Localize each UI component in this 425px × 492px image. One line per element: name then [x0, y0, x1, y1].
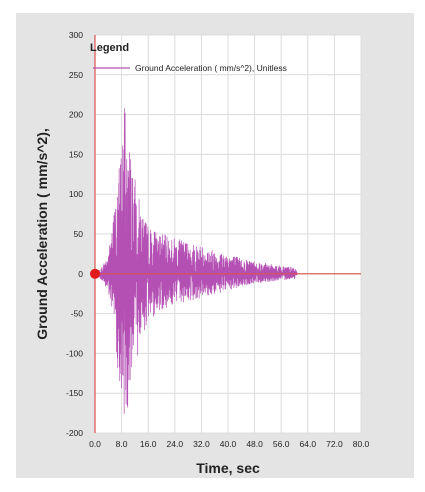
y-axis-title: Ground Acceleration ( mm/s^2),	[34, 128, 50, 339]
y-tick-label: 150	[69, 149, 83, 159]
y-tick-label: -50	[71, 309, 84, 319]
x-tick-label: 24.0	[167, 439, 184, 449]
chart-panel: 300 250 200 150 100 50 0 -50 -100 -150 -200 0.0 8.0…	[16, 13, 414, 478]
x-tick-label: 40.0	[220, 439, 237, 449]
origin-marker	[90, 268, 100, 279]
y-tick-label: 0	[78, 269, 83, 279]
series-line-ground-acceleration	[94, 108, 299, 414]
y-tick-label: 50	[74, 229, 84, 239]
x-tick-label: 48.0	[246, 439, 263, 449]
y-tick-label: -150	[66, 388, 83, 398]
legend: Legend Ground Acceleration ( mm/s^2), Un…	[90, 42, 287, 73]
series-layer	[94, 108, 299, 414]
y-tick-label: 200	[69, 110, 83, 120]
legend-title: Legend	[90, 42, 129, 54]
axes	[90, 35, 361, 433]
x-tick-label: 64.0	[300, 439, 317, 449]
grid-lines	[95, 34, 362, 434]
x-tick-label: 72.0	[326, 439, 343, 449]
y-tick-label: -200	[66, 428, 83, 438]
y-tick-label: 100	[69, 189, 83, 199]
x-tick-label: 8.0	[116, 439, 128, 449]
x-tick-label: 80.0	[353, 439, 370, 449]
x-tick-label: 0.0	[89, 439, 101, 449]
y-tick-label: 300	[69, 30, 83, 40]
x-tick-label: 16.0	[140, 439, 157, 449]
x-axis-title: Time, sec	[196, 460, 260, 476]
y-tick-label: -100	[66, 348, 83, 358]
x-tick-label: 32.0	[193, 439, 210, 449]
legend-entry-label: Ground Acceleration ( mm/s^2), Unitless	[135, 63, 287, 73]
x-tick-label: 56.0	[273, 439, 290, 449]
x-tick-labels: 0.0 8.0 16.0 24.0 32.0 40.0 48.0 56.0 64.0 72.0 80…	[89, 439, 369, 449]
y-tick-labels: 300 250 200 150 100 50 0 -50 -100 -150 -200	[66, 30, 83, 438]
acceleration-chart: 300 250 200 150 100 50 0 -50 -100 -150 -200 0.0 8.0…	[34, 30, 370, 476]
y-tick-label: 250	[69, 70, 83, 80]
